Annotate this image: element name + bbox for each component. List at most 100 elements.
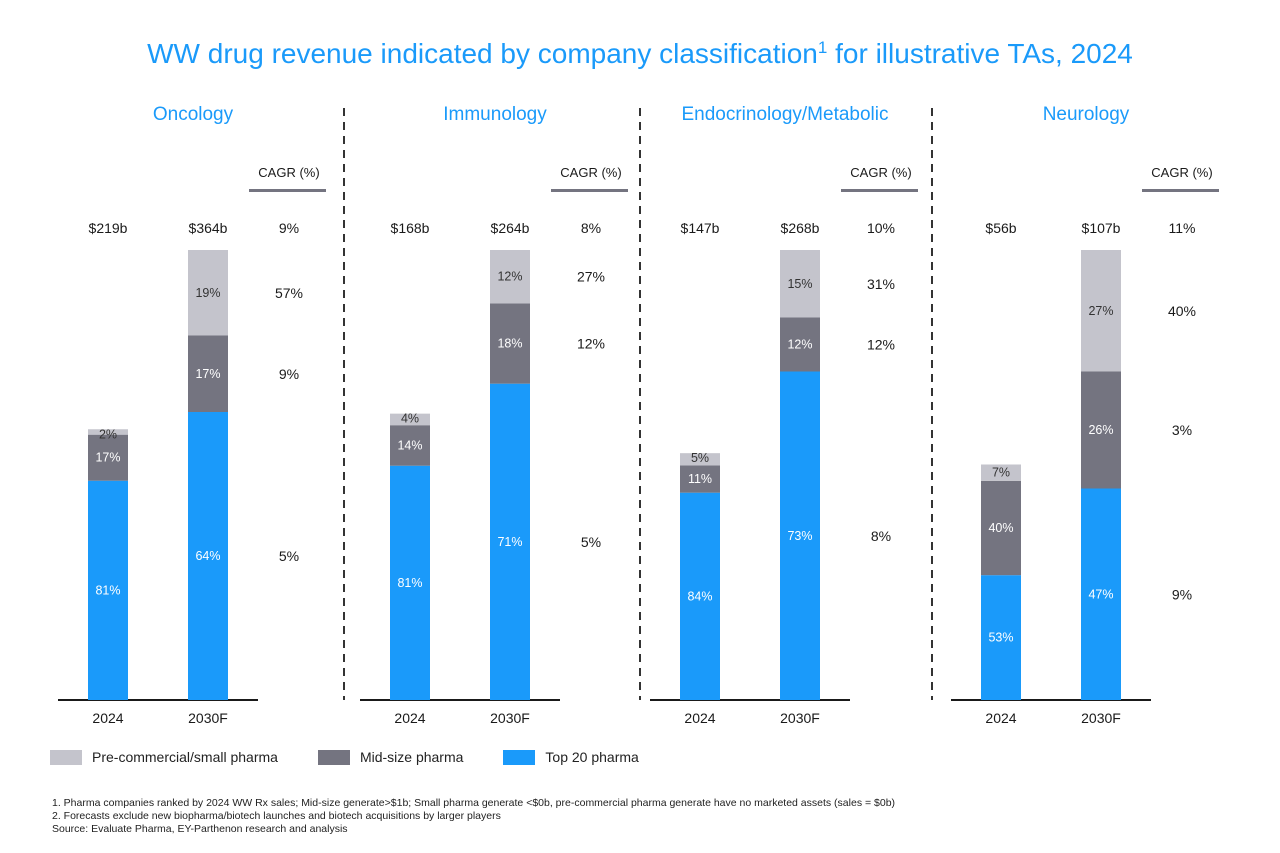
legend-item-top20: Top 20 pharma	[503, 749, 639, 765]
data-label-endocrinology-metabolic-2024-top-20-pharma: 84%	[687, 589, 712, 603]
cagr-endocrinology-metabolic-top-20-pharma: 8%	[871, 528, 891, 544]
legend-item-midsize: Mid-size pharma	[317, 749, 464, 765]
2024-top-20-pharma	[680, 492, 720, 700]
cagr-immunology-mid-size-pharma: 12%	[577, 336, 605, 352]
cagr-rule-neurology	[1142, 189, 1219, 192]
panel-title-immunology: Immunology	[443, 104, 547, 125]
footnotes: 1. Pharma companies ranked by 2024 WW Rx…	[52, 797, 1232, 836]
data-label-oncology-2030f-pre-commercial-small-pharma: 19%	[195, 286, 220, 300]
stacked-bar-chart: WW drug revenue indicated by company cla…	[58, 38, 1219, 726]
legend-swatch-precommercial	[50, 749, 82, 765]
data-label-neurology-2024-top-20-pharma: 53%	[988, 631, 1013, 645]
2030f-pre-commercial-small-pharma	[780, 250, 820, 318]
data-label-endocrinology-metabolic-2030f-pre-commercial-small-pharma: 15%	[787, 277, 812, 291]
data-label-immunology-2024-mid-size-pharma: 14%	[397, 438, 422, 452]
data-label-oncology-2024-mid-size-pharma: 17%	[95, 451, 120, 465]
cagr-rule-immunology	[551, 189, 628, 192]
2030f-top-20-pharma	[1081, 488, 1121, 700]
cagr-header-neurology: CAGR (%)	[1151, 165, 1212, 180]
total-label-immunology-2030f: $264b	[491, 220, 530, 236]
panel-neurology: Neurology CAGR (%) 53% 40% 7% $56b 2024 47% 26% 2…	[951, 104, 1219, 726]
2030f-mid-size-pharma	[1081, 371, 1121, 489]
2024-mid-size-pharma	[88, 434, 128, 481]
data-label-immunology-2030f-mid-size-pharma: 18%	[497, 337, 522, 351]
2024-pre-commercial-small-pharma	[88, 429, 128, 435]
2030f-pre-commercial-small-pharma	[1081, 250, 1121, 372]
footnote-1: 1. Pharma companies ranked by 2024 WW Rx…	[52, 797, 896, 809]
footnote-2: 2. Forecasts exclude new biopharma/biote…	[52, 810, 501, 822]
2030f-pre-commercial-small-pharma	[490, 250, 530, 304]
legend-label-precommercial: Pre-commercial/small pharma	[92, 749, 278, 765]
total-label-oncology-2030f: $364b	[189, 220, 228, 236]
data-label-oncology-2030f-mid-size-pharma: 17%	[195, 367, 220, 381]
2030f-mid-size-pharma	[780, 317, 820, 372]
cagr-total-immunology: 8%	[581, 220, 601, 236]
2024-mid-size-pharma	[981, 480, 1021, 576]
x-tick-neurology-2030f: 2030F	[1081, 710, 1121, 726]
x-tick-endocrinology-metabolic-2030f: 2030F	[780, 710, 820, 726]
panel-oncology: Oncology CAGR (%) 81% 17% 2% $219b 2024 64% 17% 1…	[58, 104, 326, 726]
data-label-endocrinology-metabolic-2024-mid-size-pharma: 11%	[688, 472, 712, 486]
cagr-oncology-pre-commercial-small-pharma: 57%	[275, 285, 303, 301]
data-label-endocrinology-metabolic-2030f-mid-size-pharma: 12%	[787, 338, 812, 352]
legend-swatch-top20	[503, 749, 536, 765]
chart-title: WW drug revenue indicated by company cla…	[147, 38, 1133, 69]
data-label-neurology-2030f-top-20-pharma: 47%	[1088, 587, 1113, 601]
cagr-oncology-mid-size-pharma: 9%	[279, 366, 299, 382]
total-label-endocrinology-metabolic-2024: $147b	[681, 220, 720, 236]
2024-mid-size-pharma	[390, 425, 430, 466]
2024-pre-commercial-small-pharma	[390, 413, 430, 426]
x-tick-oncology-2030f: 2030F	[188, 710, 228, 726]
panel-endocrinology-metabolic: Endocrinology/Metabolic CAGR (%) 84% 11% 5% $…	[650, 104, 918, 726]
panel-title-oncology: Oncology	[153, 104, 234, 125]
2030f-top-20-pharma	[780, 371, 820, 700]
cagr-neurology-pre-commercial-small-pharma: 40%	[1168, 303, 1196, 319]
2024-mid-size-pharma	[680, 465, 720, 493]
2024-top-20-pharma	[88, 480, 128, 700]
x-tick-oncology-2024: 2024	[92, 710, 123, 726]
total-label-endocrinology-metabolic-2030f: $268b	[781, 220, 820, 236]
cagr-header-endocrinology-metabolic: CAGR (%)	[850, 165, 911, 180]
cagr-header-oncology: CAGR (%)	[258, 165, 319, 180]
x-tick-neurology-2024: 2024	[985, 710, 1016, 726]
data-label-oncology-2030f-top-20-pharma: 64%	[195, 549, 220, 563]
x-tick-immunology-2030f: 2030F	[490, 710, 530, 726]
2030f-pre-commercial-small-pharma	[188, 250, 228, 336]
cagr-neurology-mid-size-pharma: 3%	[1172, 422, 1192, 438]
data-label-neurology-2030f-pre-commercial-small-pharma: 27%	[1088, 304, 1113, 318]
cagr-total-oncology: 9%	[279, 220, 299, 236]
data-label-endocrinology-metabolic-2030f-top-20-pharma: 73%	[787, 529, 812, 543]
cagr-neurology-top-20-pharma: 9%	[1172, 586, 1192, 602]
data-label-immunology-2030f-top-20-pharma: 71%	[497, 535, 522, 549]
data-label-endocrinology-metabolic-2024-pre-commercial-small-pharma: 5%	[691, 451, 709, 465]
legend-swatch-midsize	[317, 749, 350, 765]
cagr-rule-oncology	[249, 189, 326, 192]
data-label-neurology-2030f-mid-size-pharma: 26%	[1088, 423, 1113, 437]
x-tick-endocrinology-metabolic-2024: 2024	[684, 710, 715, 726]
2030f-mid-size-pharma	[490, 303, 530, 384]
panel-title-endocrinology-metabolic: Endocrinology/Metabolic	[681, 104, 888, 125]
data-label-oncology-2024-pre-commercial-small-pharma: 2%	[99, 427, 117, 441]
total-label-neurology-2024: $56b	[985, 220, 1016, 236]
cagr-total-endocrinology-metabolic: 10%	[867, 220, 895, 236]
legend-item-precommercial: Pre-commercial/small pharma	[50, 749, 278, 765]
2030f-top-20-pharma	[490, 383, 530, 700]
cagr-immunology-pre-commercial-small-pharma: 27%	[577, 269, 605, 285]
source-note: Source: Evaluate Pharma, EY-Parthenon re…	[52, 823, 348, 835]
cagr-total-neurology: 11%	[1169, 220, 1196, 236]
data-label-neurology-2024-mid-size-pharma: 40%	[988, 521, 1013, 535]
2030f-mid-size-pharma	[188, 335, 228, 412]
data-label-immunology-2030f-pre-commercial-small-pharma: 12%	[497, 270, 522, 284]
2024-top-20-pharma	[981, 575, 1021, 700]
panel-title-neurology: Neurology	[1043, 104, 1130, 125]
cagr-header-immunology: CAGR (%)	[560, 165, 621, 180]
panel-immunology: Immunology CAGR (%) 81% 14% 4% $168b 2024 71% 18…	[360, 104, 628, 726]
legend-label-top20: Top 20 pharma	[545, 749, 639, 765]
legend-label-midsize: Mid-size pharma	[359, 749, 464, 765]
data-label-immunology-2024-pre-commercial-small-pharma: 4%	[401, 412, 419, 426]
data-label-immunology-2024-top-20-pharma: 81%	[397, 576, 422, 590]
total-label-immunology-2024: $168b	[391, 220, 430, 236]
cagr-endocrinology-metabolic-mid-size-pharma: 12%	[867, 337, 895, 353]
2024-pre-commercial-small-pharma	[981, 464, 1021, 481]
cagr-rule-endocrinology-metabolic	[841, 189, 918, 192]
